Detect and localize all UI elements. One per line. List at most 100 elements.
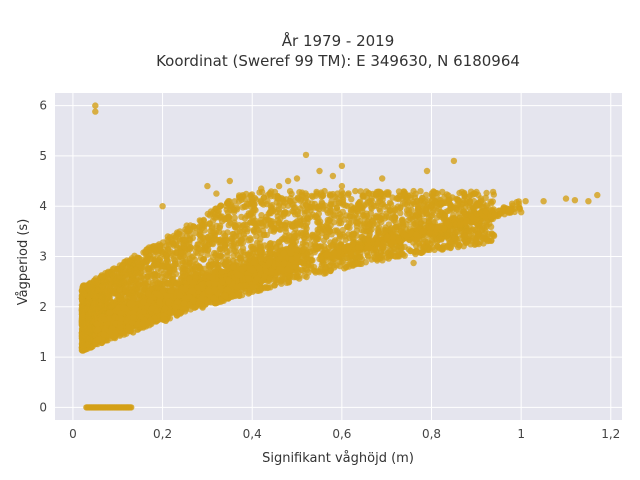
data-point xyxy=(423,209,430,216)
data-point xyxy=(199,246,206,253)
data-point xyxy=(227,219,234,227)
data-point xyxy=(164,280,171,287)
data-point xyxy=(80,345,87,353)
data-point xyxy=(260,231,267,239)
data-point xyxy=(315,228,322,235)
data-point xyxy=(378,219,385,226)
data-point xyxy=(448,203,456,210)
data-point xyxy=(314,219,321,226)
data-point xyxy=(91,277,98,284)
data-point xyxy=(183,228,190,235)
data-point xyxy=(489,188,497,196)
data-point xyxy=(444,234,452,241)
data-point xyxy=(473,188,480,196)
data-point xyxy=(456,242,463,249)
data-point xyxy=(248,199,256,206)
data-point xyxy=(324,219,331,226)
data-point xyxy=(461,232,468,239)
data-point xyxy=(164,247,172,254)
data-point xyxy=(395,188,403,195)
data-point xyxy=(92,293,99,301)
data-point xyxy=(236,192,243,199)
data-point xyxy=(299,230,307,237)
data-point xyxy=(288,223,296,230)
data-point xyxy=(280,211,288,218)
data-point xyxy=(356,254,363,261)
data-point xyxy=(440,199,447,206)
data-point xyxy=(292,204,299,211)
data-point xyxy=(78,309,86,316)
data-point xyxy=(142,248,149,256)
data-point xyxy=(385,221,393,228)
data-point xyxy=(468,232,475,240)
data-point xyxy=(368,218,376,225)
data-point xyxy=(211,229,218,236)
data-point xyxy=(122,258,129,266)
data-point xyxy=(295,273,303,280)
data-point xyxy=(133,266,140,273)
data-point xyxy=(201,227,208,234)
data-point xyxy=(353,223,361,230)
data-point xyxy=(366,190,373,197)
data-point xyxy=(184,245,191,252)
data-point xyxy=(178,249,186,257)
data-point xyxy=(466,198,474,205)
data-point xyxy=(247,236,254,243)
data-point xyxy=(90,303,98,310)
data-point xyxy=(145,265,152,273)
data-point xyxy=(374,199,382,207)
data-point xyxy=(204,251,211,258)
data-point xyxy=(301,256,308,263)
data-point xyxy=(256,240,263,247)
data-point xyxy=(231,198,238,205)
data-point xyxy=(268,201,276,209)
data-point xyxy=(267,193,275,200)
data-point xyxy=(285,277,292,284)
data-point xyxy=(433,214,441,221)
data-point xyxy=(232,223,239,231)
data-point xyxy=(225,213,232,221)
data-point xyxy=(430,188,438,196)
data-point xyxy=(237,254,245,262)
data-point xyxy=(241,215,249,222)
data-point xyxy=(172,233,180,241)
data-point xyxy=(260,218,268,226)
data-point xyxy=(431,246,438,253)
data-point xyxy=(396,205,404,212)
data-point xyxy=(116,265,124,273)
data-point xyxy=(383,213,390,220)
data-point xyxy=(201,221,209,228)
data-point xyxy=(302,241,310,248)
data-point xyxy=(85,297,93,304)
data-point xyxy=(326,209,334,216)
data-point xyxy=(231,247,238,254)
data-point xyxy=(293,218,301,225)
data-point xyxy=(163,252,170,259)
data-point xyxy=(147,273,155,280)
data-point xyxy=(484,233,491,240)
data-point xyxy=(345,261,352,268)
data-point xyxy=(216,245,223,253)
data-point xyxy=(358,227,365,234)
data-point xyxy=(224,199,231,207)
data-point xyxy=(129,286,137,294)
data-point xyxy=(347,203,355,210)
data-point xyxy=(176,228,184,235)
data-point xyxy=(164,272,172,279)
data-point xyxy=(169,240,176,248)
data-point xyxy=(274,225,281,232)
data-point xyxy=(299,192,306,200)
data-point xyxy=(196,217,203,224)
data-point xyxy=(81,284,88,291)
data-point xyxy=(372,191,379,198)
data-point xyxy=(377,207,384,215)
data-point xyxy=(182,267,189,274)
data-point xyxy=(390,214,398,221)
data-point xyxy=(482,194,489,201)
data-point xyxy=(290,274,298,281)
data-point xyxy=(250,218,257,225)
data-point xyxy=(222,242,229,249)
data-point xyxy=(231,214,238,221)
data-point xyxy=(461,189,468,197)
